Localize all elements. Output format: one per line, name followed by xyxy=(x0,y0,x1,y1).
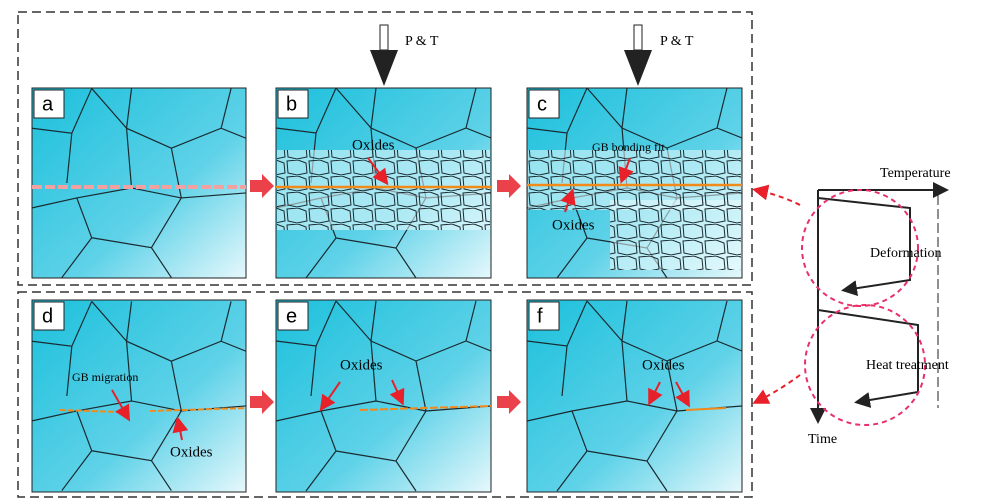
annotation: GB bonding fit xyxy=(592,140,665,154)
process-plot xyxy=(802,190,945,425)
annotation: Oxides xyxy=(352,137,395,153)
annotation: Oxides xyxy=(552,217,595,233)
stage-label: Heat treatment xyxy=(866,358,949,373)
panel-label: f xyxy=(537,305,543,327)
link-arrow xyxy=(756,375,800,402)
stage-label: Deformation xyxy=(870,246,942,261)
axis-label: Temperature xyxy=(880,166,951,181)
annotation: Oxides xyxy=(340,357,383,373)
load-label: P & T xyxy=(660,34,694,49)
link-arrow xyxy=(756,190,800,205)
annotation: Oxides xyxy=(170,444,213,460)
axis-label: Time xyxy=(808,432,837,447)
panel-label: b xyxy=(286,93,297,115)
annotation: Oxides xyxy=(642,357,685,373)
annotation: GB migration xyxy=(72,370,138,384)
panel-label: d xyxy=(42,305,53,327)
panel-label: e xyxy=(286,305,297,327)
load-label: P & T xyxy=(405,34,439,49)
panel-label: a xyxy=(42,93,54,115)
figure: P & T P & T xyxy=(0,0,987,501)
panel-label: c xyxy=(537,93,547,115)
